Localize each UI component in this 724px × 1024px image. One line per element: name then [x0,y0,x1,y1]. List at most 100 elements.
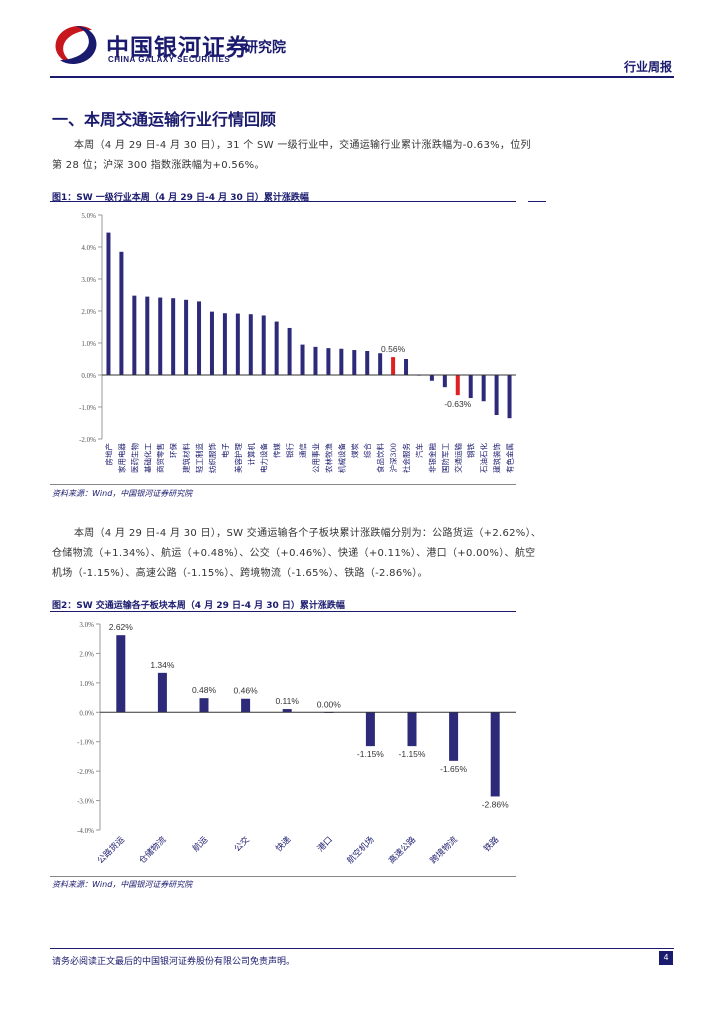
bar [261,315,266,375]
bar [455,375,460,396]
x-tick-label: 基础化工 [142,443,152,473]
figure-2-source: 资料来源：Wind，中国银河证券研究院 [52,880,193,889]
x-tick-label: 国防军工 [440,443,450,473]
y-tick-label: -3.0% [77,798,94,806]
bar [481,375,486,402]
logo-chinese-name: 中国银河证券 [106,34,250,61]
x-tick-label: 轻工制造 [194,443,204,473]
x-tick-label: 社会服务 [401,443,411,473]
bar [352,350,357,375]
bar [326,348,331,375]
y-tick-label: 2.0% [81,308,96,316]
data-label: -1.15% [357,749,384,759]
bar [158,297,163,375]
y-tick-label: 5.0% [81,212,96,220]
x-tick-label: 家用电器 [116,443,126,473]
data-label: -1.65% [440,764,467,774]
x-tick-label: 纺织服饰 [207,443,217,473]
disclaimer-notice: 请务必阅读正文最后的中国银河证券股份有限公司免责声明。 [52,957,296,967]
bar [248,314,253,375]
bar [197,301,202,375]
x-tick-label: 银行 [285,443,295,458]
figure-2-title: 图2：SW 交通运输各子板块本周（4 月 29 日-4 月 30 日）累计涨跌幅 [52,601,345,611]
bar [274,321,279,375]
paragraph-1-line-1: 本周（4 月 29 日-4 月 30 日），31 个 SW 一级行业中，交通运输… [74,140,531,151]
figure-1-title-rule [50,201,516,202]
data-label: 0.00% [317,699,342,709]
data-label: -2.86% [482,799,509,809]
bar [132,295,137,375]
bar [241,698,251,713]
x-tick-label: 石油石化 [479,443,489,473]
bar [235,313,240,375]
x-tick-label: 公用事业 [310,443,320,473]
figure-2-source-rule [50,876,516,877]
data-label: 0.11% [275,696,299,706]
x-tick-label: 商贸零售 [155,443,165,473]
x-tick-label: 有色金属 [505,443,515,473]
y-tick-label: 1.0% [79,680,94,688]
x-tick-label: 快递 [274,834,294,854]
bar [494,375,499,415]
x-tick-label: 高速公路 [386,834,418,866]
paragraph-1-line-2: 第 28 位；沪深 300 指数涨跌幅为+0.56%。 [52,160,265,171]
figure-1-source: 资料来源：Wind，中国银河证券研究院 [52,489,193,498]
report-type: 行业周报 [623,60,672,74]
footer-divider [50,948,674,949]
transport-subsector-return-chart: -4.0% -3.0% -2.0% -1.0% 0.0% 1.0% 2.0% 3.0% 2.62… [77,621,516,866]
x-tick-label: 煤炭 [349,443,359,458]
y-tick-label: 2.0% [79,650,94,658]
paragraph-2-line-2: 仓储物流（+1.34%）、航运（+0.48%）、公交（+0.46%）、快递（+0… [52,548,536,559]
y-tick-label: -2.0% [79,436,96,444]
x-tick-label: 航空机场 [345,834,377,866]
data-label: 1.34% [150,660,175,670]
x-tick-label: 电力设备 [259,443,269,473]
y-tick-label: 3.0% [81,276,96,284]
section-title: 一、本周交通运输行业行情回顾 [52,110,277,129]
x-tick-label: 钢铁 [466,443,476,458]
logo-english-name: CHINA GALAXY SECURITIES [108,55,231,64]
x-tick-label: 建筑材料 [181,443,191,473]
bar [449,712,459,761]
bar [490,712,500,797]
galaxy-logo-icon [55,26,97,64]
page-header: 中国银河证券 CHINA GALAXY SECURITIES 研究院 行业周报 [0,0,724,82]
x-tick-label: 跨境物流 [428,834,460,866]
figure-2-title-rule [50,611,516,612]
x-tick-label: 机械设备 [336,443,346,473]
x-tick-label: 公路货运 [95,834,127,866]
y-tick-label: 1.0% [81,340,96,348]
paragraph-1: 本周（4 月 29 日-4 月 30 日），31 个 SW 一级行业中，交通运输… [52,136,672,176]
x-tick-label: 交通运输 [453,443,463,473]
bar [300,344,305,375]
paragraph-2: 本周（4 月 29 日-4 月 30 日），SW 交通运输各个子板块累计涨跌幅分… [52,524,672,584]
x-tick-label: 仓储物流 [137,834,169,866]
data-label: -1.15% [399,749,426,759]
y-tick-label: 4.0% [81,244,96,252]
y-tick-label: 3.0% [79,621,94,629]
x-tick-label: 电子 [220,443,230,458]
bar [145,296,150,375]
y-tick-label: 0.0% [81,372,96,380]
x-tick-label: 港口 [315,834,335,854]
bar [184,299,189,375]
bar [429,375,434,381]
x-tick-label: 医药生物 [129,443,139,473]
y-tick-label: -1.0% [77,739,94,747]
bar [507,375,512,419]
y-tick-label: -4.0% [77,827,94,835]
x-tick-label: 计算机 [246,443,256,466]
page-number: 4 [659,951,673,965]
bar [407,712,417,747]
data-label: 0.46% [234,686,259,696]
x-tick-label: 航运 [190,834,210,854]
bar [365,712,375,747]
x-tick-label: 房地产 [103,443,113,466]
x-tick-label: 公交 [232,834,252,854]
x-tick-label: 通信 [298,443,308,458]
bar [171,298,176,375]
bar [468,375,473,399]
bar [391,357,396,375]
y-tick-label: 0.0% [79,709,94,717]
bar [282,709,292,713]
